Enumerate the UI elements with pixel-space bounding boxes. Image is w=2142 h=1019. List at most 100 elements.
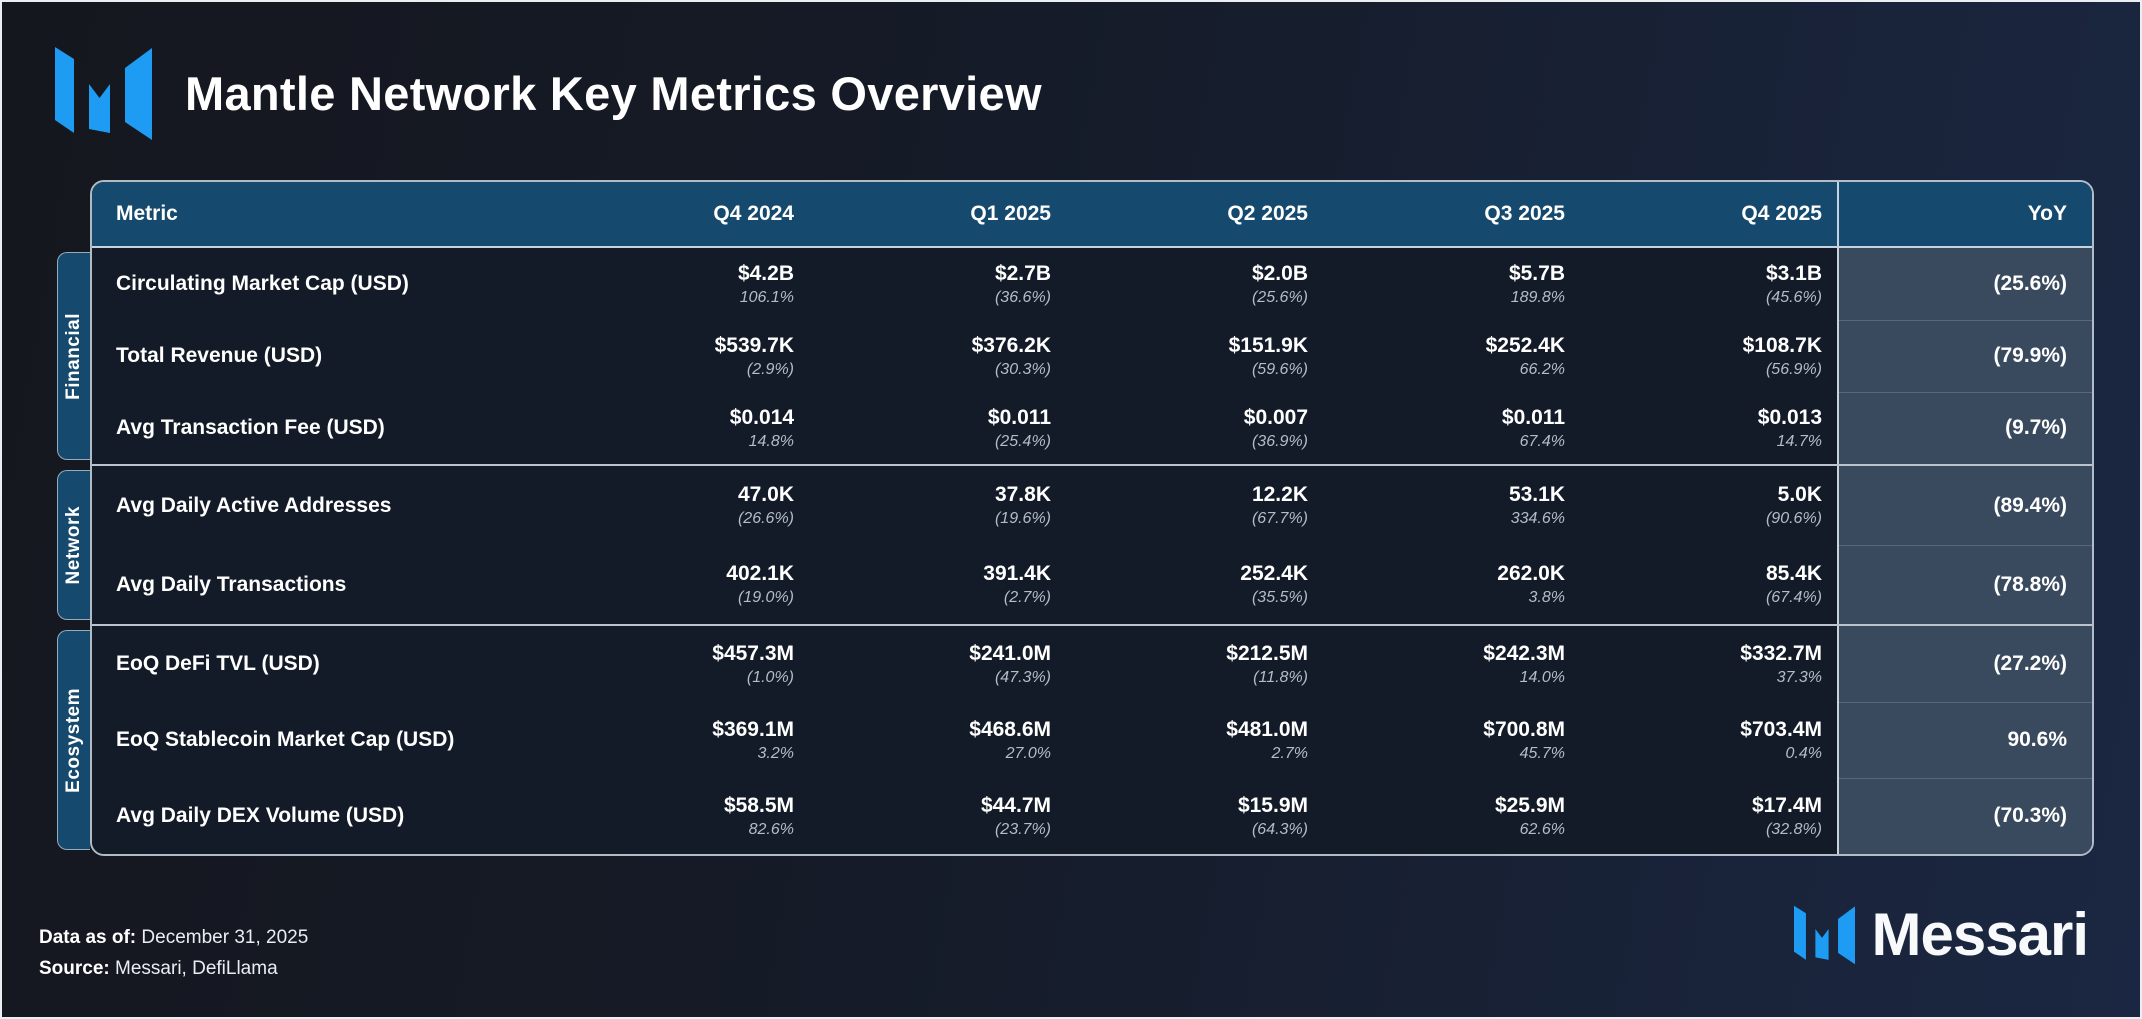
value-main: 252.4K [1240,562,1308,586]
value-main: $457.3M [712,641,794,665]
value-sub: 66.2% [1519,360,1565,378]
value-sub: 334.6% [1510,510,1565,528]
value-cell: $0.007 (36.9%) [1066,392,1323,464]
value-cell: $481.0M 2.7% [1066,702,1323,778]
yoy-cell: (25.6%) [1837,248,2092,320]
value-main: $241.0M [969,641,1051,665]
value-main: $0.014 [729,405,794,429]
value-sub: 62.6% [1519,820,1565,838]
yoy-value: (27.2%) [1993,652,2067,676]
value-cell: $3.1B (45.6%) [1580,248,1837,320]
page-title: Mantle Network Key Metrics Overview [185,67,1042,120]
yoy-cell: (89.4%) [1837,466,2092,545]
value-sub: 67.4% [1519,432,1565,450]
table-row: EoQ Stablecoin Market Cap (USD) $369.1M 3.… [92,702,2092,778]
table-row: Avg Transaction Fee (USD) $0.014 14.8% $0.0… [92,392,2092,464]
col-header-q1-2025: Q1 2025 [970,202,1051,225]
value-cell: 402.1K (19.0%) [552,545,809,624]
value-cell: $212.5M (11.8%) [1066,626,1323,702]
value-main: $108.7K [1742,333,1822,357]
metric-label: Avg Daily Active Addresses [116,493,392,517]
value-cell: $242.3M 14.0% [1323,626,1580,702]
value-sub: 189.8% [1510,288,1565,306]
value-main: $2.0B [1251,261,1308,285]
value-main: $58.5M [723,793,794,817]
value-cell: $369.1M 3.2% [552,702,809,778]
value-cell: 262.0K 3.8% [1323,545,1580,624]
value-cell: 85.4K (67.4%) [1580,545,1837,624]
value-cell: $468.6M 27.0% [809,702,1066,778]
value-main: $242.3M [1483,641,1565,665]
value-cell: $5.7B 189.8% [1323,248,1580,320]
table-row: EoQ DeFi TVL (USD) $457.3M (1.0%) $241.0M (4… [92,626,2092,702]
value-main: 402.1K [726,562,794,586]
metrics-table: Financial Network Ecosystem Metric Q4 2024… [57,180,2094,856]
metric-label: Avg Daily Transactions [116,572,347,596]
table-section-ecosystem: EoQ DeFi TVL (USD) $457.3M (1.0%) $241.0M (4… [92,624,2092,854]
value-main: 5.0K [1777,483,1822,507]
value-main: $0.007 [1243,405,1308,429]
value-sub: 14.0% [1519,668,1565,686]
value-sub: 27.0% [1005,744,1051,762]
messari-logo-icon [1793,905,1855,964]
value-cell: $151.9K (59.6%) [1066,320,1323,392]
group-strip-financial: Financial [57,252,90,460]
col-header-metric: Metric [116,202,178,225]
value-sub: (90.6%) [1765,510,1822,528]
value-sub: (2.7%) [1003,589,1051,607]
value-sub: (25.6%) [1251,288,1308,306]
value-sub: (2.9%) [746,360,794,378]
value-cell: $0.011 67.4% [1323,392,1580,464]
data-as-of-label: Data as of: [39,927,137,948]
value-main: $700.8M [1483,717,1565,741]
yoy-cell: (78.8%) [1837,545,2092,624]
value-cell: $4.2B 106.1% [552,248,809,320]
value-cell: $539.7K (2.9%) [552,320,809,392]
table-row: Circulating Market Cap (USD) $4.2B 106.1% $… [92,248,2092,320]
metric-label: Avg Daily DEX Volume (USD) [116,804,405,827]
value-cell: $0.013 14.7% [1580,392,1837,464]
value-main: $332.7M [1740,641,1822,665]
yoy-value: (70.3%) [1993,804,2067,828]
value-main: $468.6M [969,717,1051,741]
table-box: Metric Q4 2024 Q1 2025 Q2 2025 Q3 2025 Q… [90,180,2094,856]
metric-label: EoQ DeFi TVL (USD) [116,652,320,675]
value-main: $4.2B [737,261,794,285]
messari-logo-icon [55,47,152,140]
value-main: $0.011 [987,405,1051,429]
value-main: $2.7B [994,261,1051,285]
col-header-q3-2025: Q3 2025 [1484,202,1565,225]
value-sub: 3.2% [757,744,794,762]
col-header-q4-2024: Q4 2024 [713,202,794,225]
value-sub: 14.8% [748,432,794,450]
value-sub: 106.1% [739,288,794,306]
value-main: $17.4M [1751,793,1822,817]
value-main: $5.7B [1508,261,1565,285]
value-main: $376.2K [971,333,1051,357]
group-strip-ecosystem: Ecosystem [57,630,90,850]
col-header-q2-2025: Q2 2025 [1227,202,1308,225]
value-cell: $0.011 (25.4%) [809,392,1066,464]
value-cell: $0.014 14.8% [552,392,809,464]
col-header-yoy: YoY [1837,182,2092,246]
value-cell: 391.4K (2.7%) [809,545,1066,624]
table-header-row: Metric Q4 2024 Q1 2025 Q2 2025 Q3 2025 Q… [92,182,2092,248]
value-sub: (32.8%) [1765,820,1822,838]
group-strip-label: Network [63,505,84,585]
value-cell: $700.8M 45.7% [1323,702,1580,778]
value-cell: $58.5M 82.6% [552,778,809,854]
value-cell: $703.4M 0.4% [1580,702,1837,778]
value-main: 85.4K [1765,562,1822,586]
value-sub: (35.5%) [1251,589,1308,607]
yoy-cell: (9.7%) [1837,392,2092,464]
value-cell: $332.7M 37.3% [1580,626,1837,702]
value-main: 37.8K [994,483,1051,507]
yoy-value: (78.8%) [1993,572,2067,596]
group-strip-network: Network [57,470,90,620]
yoy-cell: (27.2%) [1837,626,2092,702]
yoy-value: (79.9%) [1993,344,2067,368]
value-main: $252.4K [1485,333,1565,357]
metric-label: Circulating Market Cap (USD) [116,272,409,295]
page-header: Mantle Network Key Metrics Overview [55,46,1042,141]
value-sub: (36.6%) [994,288,1051,306]
